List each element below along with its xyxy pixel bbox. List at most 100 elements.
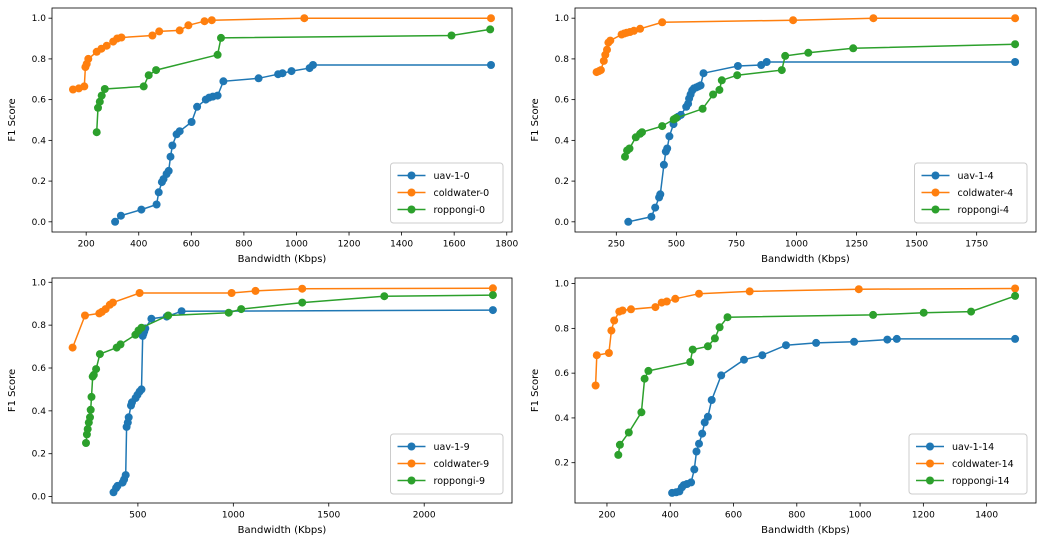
series-marker	[152, 200, 161, 209]
x-axis: 500 1000 1500 2000	[129, 503, 436, 521]
y-tick-label: 0.6	[32, 364, 47, 374]
series-marker	[1011, 334, 1020, 343]
series-marker	[97, 91, 106, 100]
series-marker	[662, 297, 671, 306]
series-marker	[135, 289, 144, 297]
series-marker	[695, 439, 703, 448]
y-tick-label: 1.0	[32, 14, 47, 24]
legend-label: roppongi-9	[434, 476, 486, 487]
series-marker	[111, 217, 120, 226]
series-marker	[300, 14, 309, 23]
series-marker	[638, 128, 646, 137]
series-marker	[100, 85, 109, 93]
series-marker	[82, 439, 90, 447]
series-marker	[1011, 284, 1020, 293]
plot-spines	[574, 7, 1037, 233]
series-marker	[659, 160, 668, 169]
series-marker	[672, 114, 681, 122]
legend: uav-1-0 coldwater-0 roppongi-0	[390, 162, 504, 224]
x-tick-label: 1250	[845, 240, 868, 250]
series-marker	[124, 413, 133, 422]
x-axis: 250 500 750 1000 1250 1500 1750	[608, 232, 988, 250]
series-coldwater-0	[69, 14, 495, 94]
series-marker	[967, 307, 976, 316]
x-tick-label: 1600	[443, 240, 466, 250]
series-marker	[715, 85, 724, 94]
x-tick-label: 1800	[495, 240, 518, 250]
plot-canvas-9: 500 1000 1500 2000 0.0 0.2 0.4 0.6 0.8 1.0 Bandwid…	[7, 277, 513, 536]
series-line	[95, 28, 491, 133]
y-tick-label: 0.0	[555, 218, 570, 228]
series-marker	[309, 61, 317, 69]
x-tick-label: 1750	[965, 240, 988, 250]
series-marker	[298, 298, 307, 307]
series-marker	[610, 316, 619, 325]
series-marker	[84, 54, 93, 63]
series-marker	[658, 18, 667, 27]
y-tick-label: 0.0	[32, 218, 47, 228]
y-tick-label: 0.2	[555, 177, 569, 187]
series-uav-1-0	[111, 61, 495, 226]
legend-marker	[407, 442, 416, 451]
series-marker	[614, 450, 623, 459]
subplot-bottom-left: 500 1000 1500 2000 0.0 0.2 0.4 0.6 0.8 1.0 Bandwid…	[0, 270, 523, 541]
x-tick-label: 2000	[413, 511, 436, 521]
series-marker	[618, 306, 627, 315]
x-tick-label: 250	[608, 240, 625, 250]
series-roppongi-0	[92, 25, 495, 137]
series-marker	[95, 97, 104, 106]
y-tick-label: 0.6	[555, 96, 570, 106]
y-tick-label: 0.4	[32, 407, 47, 417]
plot-spines	[574, 277, 1037, 504]
series-line	[594, 287, 1016, 386]
series-marker	[175, 26, 184, 35]
series-marker	[698, 104, 707, 113]
legend-label: coldwater-9	[434, 459, 490, 470]
series-marker	[166, 152, 175, 161]
series-line	[85, 294, 493, 444]
series-marker	[615, 440, 624, 449]
y-tick-label: 0.2	[555, 459, 569, 469]
series-marker	[812, 338, 821, 347]
y-axis: 0.0 0.2 0.4 0.6 0.8 1.0	[555, 14, 575, 228]
series-marker	[869, 14, 878, 23]
series-marker	[698, 429, 707, 438]
series-marker	[86, 413, 94, 422]
legend-marker	[926, 442, 934, 451]
y-tick-label: 0.8	[555, 55, 570, 65]
series-marker	[217, 33, 225, 42]
series-marker	[254, 74, 263, 83]
series-marker	[95, 350, 104, 359]
series-marker	[710, 334, 719, 343]
series-marker	[758, 351, 767, 360]
series-marker	[640, 374, 649, 383]
series-marker	[762, 58, 771, 66]
series-marker	[68, 343, 77, 352]
series-marker	[164, 311, 173, 320]
y-axis-label: F1 Score	[530, 369, 541, 412]
legend-label: uav-1-14	[952, 442, 994, 453]
series-marker	[651, 303, 660, 312]
legend-label: coldwater-0	[434, 188, 490, 199]
legend-label: roppongi-14	[952, 476, 1010, 487]
series-marker	[789, 16, 798, 25]
series-marker	[591, 381, 600, 390]
series-marker	[87, 392, 96, 401]
x-axis-label: Bandwidth (Kbps)	[238, 525, 327, 536]
x-tick-label: 1200	[912, 511, 935, 521]
x-axis-label: Bandwidth (Kbps)	[761, 254, 850, 265]
series-roppongi-14	[614, 291, 1020, 459]
series-marker	[658, 122, 667, 131]
series-marker	[686, 358, 695, 366]
legend-marker	[931, 188, 940, 197]
series-marker	[781, 51, 790, 60]
x-axis-label: Bandwidth (Kbps)	[238, 254, 327, 265]
legend-label: coldwater-14	[952, 459, 1014, 470]
series-marker	[488, 284, 497, 293]
y-axis: 0.0 0.2 0.4 0.6 0.8 1.0	[32, 278, 52, 503]
x-tick-label: 200	[78, 240, 95, 250]
legend-marker	[407, 476, 416, 485]
series-marker	[687, 478, 696, 487]
series-marker	[625, 144, 634, 153]
legend-label: roppongi-0	[434, 205, 486, 216]
